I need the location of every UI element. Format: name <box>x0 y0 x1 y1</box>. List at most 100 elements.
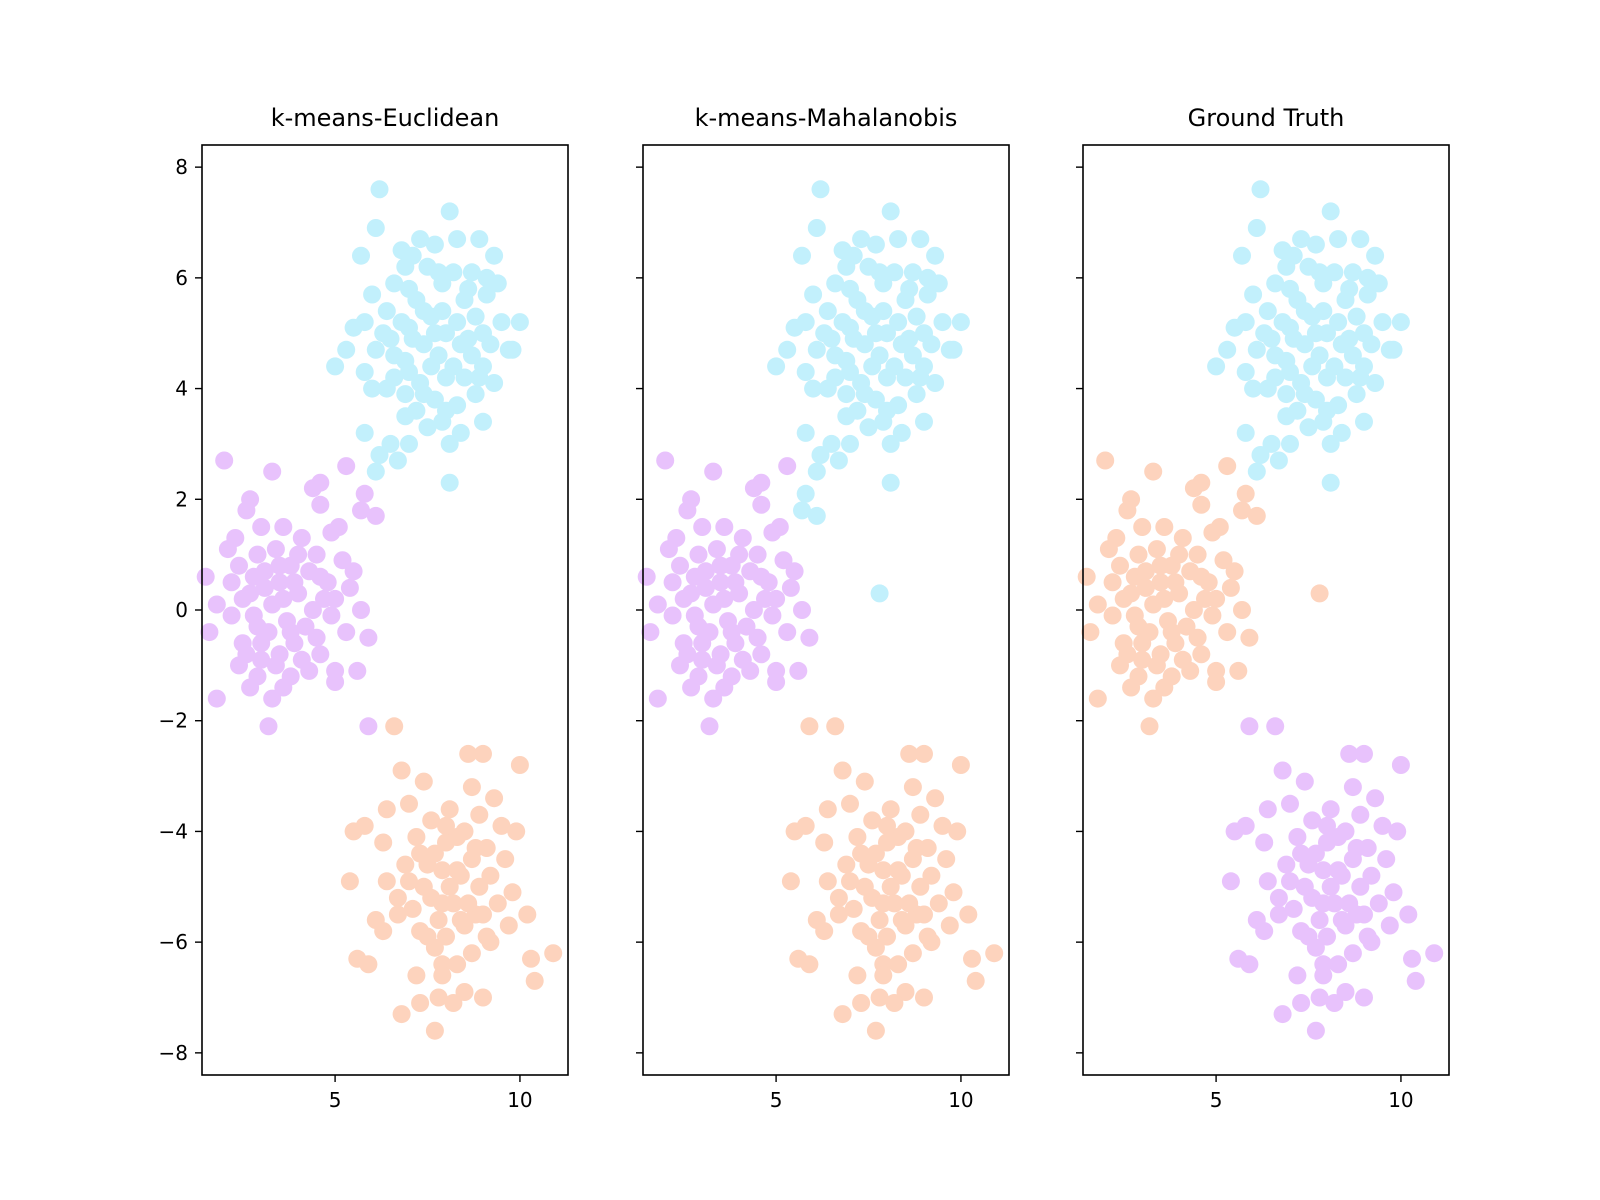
scatter-point <box>1266 717 1285 736</box>
scatter-point <box>259 623 278 642</box>
scatter-point <box>1347 385 1366 404</box>
scatter-point <box>1136 562 1155 581</box>
scatter-point <box>641 623 660 642</box>
scatter-point <box>944 340 963 359</box>
scatter-point <box>671 656 689 675</box>
x-tick-label: 10 <box>507 1088 532 1112</box>
scatter-point <box>392 313 411 332</box>
scatter-point <box>1240 955 1259 974</box>
scatter-point <box>263 462 282 481</box>
scatter-point <box>855 385 874 404</box>
scatter-point <box>470 368 489 387</box>
scatter-point <box>485 246 504 265</box>
scatter-point <box>196 567 215 586</box>
scatter-point <box>270 573 289 592</box>
scatter-point <box>903 346 922 365</box>
subplot-k-means-euclidean: k-means-Euclidean 5 10 8 6 4 2 0 −2 −4 −6 −8 <box>159 104 569 1112</box>
scatter-point <box>1088 595 1107 614</box>
scatter-point <box>303 479 322 498</box>
scatter-point <box>829 888 848 907</box>
y-tick-label: −2 <box>159 709 188 733</box>
scatter-point <box>1162 623 1181 642</box>
scatter-point <box>429 263 448 282</box>
scatter-point <box>1277 257 1296 276</box>
scatter-point <box>1233 601 1251 619</box>
scatter-point <box>885 263 904 282</box>
scatter-point <box>796 363 815 381</box>
scatter-point <box>222 573 241 592</box>
scatter-point <box>481 335 500 354</box>
scatter-point <box>815 324 834 343</box>
scatter-point <box>1295 385 1314 404</box>
scatter-point <box>466 307 485 326</box>
scatter-point <box>1306 235 1325 254</box>
scatter-point <box>1310 584 1329 603</box>
scatter-point <box>1281 794 1299 813</box>
scatter-point <box>1310 988 1329 1007</box>
scatter-point <box>359 717 378 736</box>
scatter-point <box>844 329 863 348</box>
scatter-point <box>403 329 422 348</box>
scatter-point <box>1111 656 1129 675</box>
scatter-point <box>1380 916 1399 935</box>
scatter-point <box>966 971 985 990</box>
scatter-point <box>733 529 752 547</box>
scatter-point <box>518 905 537 924</box>
scatter-point <box>396 407 415 426</box>
scatter-point <box>855 302 874 321</box>
scatter-point <box>396 257 415 276</box>
x-tick-label: 10 <box>948 1088 973 1112</box>
scatter-point <box>400 363 418 381</box>
scatter-point <box>1129 545 1148 564</box>
scatter-point <box>1111 556 1129 575</box>
scatter-point <box>440 202 459 221</box>
scatter-point <box>385 274 404 293</box>
scatter-point <box>841 794 859 813</box>
scatter-point <box>359 955 378 974</box>
scatter-point <box>311 567 330 586</box>
scatter-point <box>1144 689 1163 708</box>
scatter-point <box>252 518 271 536</box>
scatter-point <box>1122 584 1141 603</box>
scatter-point <box>959 905 978 924</box>
scatter-point <box>1277 855 1296 874</box>
scatter-point <box>1318 927 1336 946</box>
scatter-point <box>1255 922 1274 941</box>
scatter-point <box>1269 451 1288 470</box>
scatter-point <box>1281 434 1299 453</box>
scatter-point <box>807 340 826 359</box>
scatter-point <box>1340 279 1359 298</box>
scatter-point <box>337 623 356 642</box>
scatter-point <box>1332 911 1351 929</box>
scatter-point <box>388 888 407 907</box>
scatter-point <box>429 988 448 1007</box>
scatter-point <box>874 412 893 431</box>
scatter-point <box>1192 645 1211 664</box>
scatter-point <box>1403 949 1421 968</box>
scatter-point <box>1399 905 1418 924</box>
scatter-point <box>1314 302 1333 321</box>
scatter-point <box>222 606 241 625</box>
scatter-point <box>1258 379 1277 398</box>
scatter-point <box>1244 379 1263 398</box>
scatter-point <box>292 529 311 547</box>
scatter-point <box>1321 202 1340 221</box>
scatter-point <box>1325 994 1344 1012</box>
scatter-point <box>889 955 908 974</box>
scatter-point <box>1306 324 1325 343</box>
scatter-point <box>440 877 459 896</box>
scatter-point <box>929 894 948 913</box>
scatter-point <box>855 772 874 791</box>
scatter-point <box>1321 434 1340 453</box>
y-tick-label: 4 <box>175 377 188 401</box>
scatter-point <box>437 927 455 946</box>
scatter-point <box>1336 368 1355 387</box>
scatter-point <box>907 307 926 326</box>
scatter-point <box>1233 501 1251 520</box>
scatter-point <box>722 623 741 642</box>
scatter-point <box>829 905 848 924</box>
scatter-point <box>374 833 393 852</box>
x-tick-label: 5 <box>329 1088 342 1112</box>
scatter-point <box>433 412 452 431</box>
scatter-point <box>1081 623 1100 642</box>
